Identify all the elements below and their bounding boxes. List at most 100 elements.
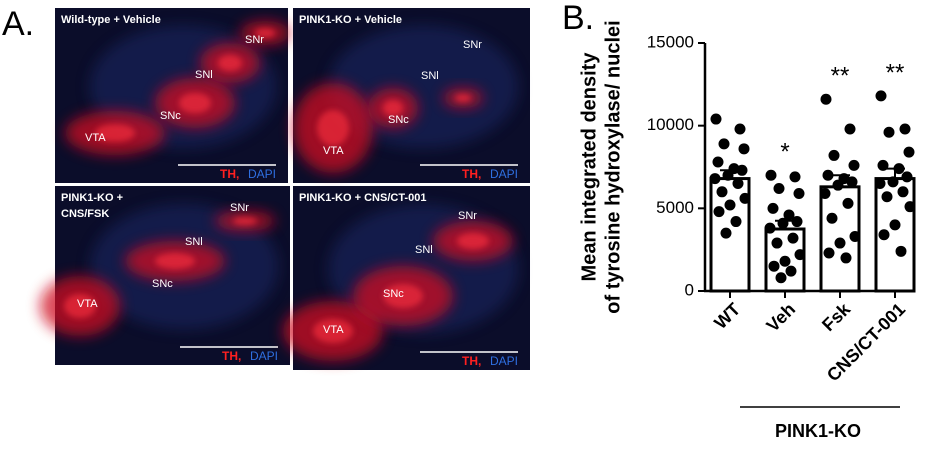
data-point bbox=[710, 113, 722, 125]
stain-label: DAPI bbox=[250, 349, 278, 363]
data-point bbox=[736, 164, 748, 176]
data-point bbox=[734, 123, 746, 135]
th-core bbox=[313, 319, 353, 343]
data-point bbox=[775, 272, 787, 284]
data-point bbox=[718, 138, 730, 150]
data-point bbox=[883, 126, 895, 138]
y-axis-label: Mean integrated density bbox=[578, 52, 600, 282]
data-point bbox=[823, 247, 835, 259]
region-label: SNc bbox=[152, 278, 173, 290]
data-point bbox=[881, 191, 893, 203]
stain-label: DAPI bbox=[248, 167, 276, 181]
data-point bbox=[846, 176, 858, 188]
data-point bbox=[889, 219, 901, 231]
stain-label: TH, bbox=[462, 354, 481, 368]
error-bar bbox=[885, 167, 905, 179]
th-core bbox=[218, 55, 242, 71]
data-point bbox=[842, 197, 854, 209]
significance: ** bbox=[831, 63, 850, 90]
data-point bbox=[887, 176, 899, 188]
data-point bbox=[783, 209, 795, 221]
data-point bbox=[732, 178, 744, 190]
data-point bbox=[849, 230, 861, 242]
data-point bbox=[875, 90, 887, 102]
region-label: VTA bbox=[323, 324, 344, 336]
image-title: CNS/FSK bbox=[61, 208, 109, 220]
data-point bbox=[724, 199, 736, 211]
region-label: VTA bbox=[85, 132, 106, 144]
stain-label: TH, bbox=[220, 167, 239, 181]
data-point bbox=[903, 146, 915, 158]
th-core bbox=[233, 217, 257, 225]
image-title: PINK1-KO + bbox=[61, 192, 123, 204]
micrograph: PINK1-KO + Vehicle SNr SNl SNc VTA TH, DAPI bbox=[293, 8, 530, 183]
data-point bbox=[822, 169, 834, 181]
panel-label: B. bbox=[562, 0, 594, 37]
data-point bbox=[773, 182, 785, 194]
data-point bbox=[785, 265, 797, 277]
data-point bbox=[904, 201, 916, 213]
th-core bbox=[383, 284, 423, 308]
region-label: SNl bbox=[195, 69, 213, 81]
th-core bbox=[383, 100, 403, 116]
th-core bbox=[457, 233, 489, 249]
data-point bbox=[730, 216, 742, 228]
stain-label: DAPI bbox=[490, 167, 518, 181]
data-point bbox=[820, 93, 832, 105]
region-label: SNc bbox=[160, 110, 181, 122]
data-point bbox=[771, 237, 783, 249]
data-point bbox=[779, 255, 791, 267]
data-point bbox=[848, 159, 860, 171]
data-point bbox=[819, 187, 831, 199]
data-point bbox=[901, 171, 913, 183]
data-point bbox=[793, 187, 805, 199]
region-label: SNc bbox=[383, 288, 404, 300]
region-label: SNr bbox=[245, 34, 264, 46]
data-point bbox=[765, 169, 777, 181]
data-point bbox=[713, 206, 725, 218]
data-point bbox=[832, 179, 844, 191]
image-title: PINK1-KO + CNS/CT-001 bbox=[299, 192, 426, 204]
stain-label: DAPI bbox=[490, 354, 518, 368]
region-label: SNc bbox=[388, 114, 409, 126]
data-point bbox=[709, 173, 721, 185]
data-point bbox=[794, 249, 806, 261]
data-point bbox=[834, 237, 846, 249]
th-core bbox=[64, 294, 96, 318]
data-point bbox=[840, 252, 852, 264]
region-label: SNl bbox=[415, 244, 433, 256]
data-point bbox=[874, 178, 886, 190]
data-point bbox=[844, 123, 856, 135]
data-point bbox=[789, 171, 801, 183]
th-core bbox=[317, 110, 349, 146]
error-bar bbox=[720, 169, 740, 179]
y-tick-label: 0 bbox=[685, 280, 694, 299]
x-tick-label: Fsk bbox=[818, 298, 855, 335]
error-bar bbox=[775, 219, 795, 229]
significance: ** bbox=[886, 59, 905, 86]
data-point bbox=[897, 186, 909, 198]
data-point bbox=[722, 169, 734, 181]
x-tick-label: WT bbox=[710, 299, 744, 333]
data-point bbox=[738, 143, 750, 155]
region-label: SNr bbox=[463, 39, 482, 51]
micrograph: PINK1-KO + CNS/FSK SNr SNl SNc VTA TH, DAPI bbox=[40, 186, 290, 365]
data-point bbox=[764, 222, 776, 234]
data-point bbox=[895, 245, 907, 257]
y-tick-label: 15000 bbox=[647, 32, 694, 51]
data-point bbox=[716, 186, 728, 198]
data-point bbox=[791, 216, 803, 228]
significance: * bbox=[780, 139, 789, 166]
data-point bbox=[739, 192, 751, 204]
th-core bbox=[95, 124, 135, 142]
group-label: PINK1-KO bbox=[775, 421, 861, 441]
region-label: VTA bbox=[323, 145, 344, 157]
image-title: PINK1-KO + Vehicle bbox=[299, 14, 402, 26]
th-core bbox=[255, 28, 275, 38]
region-label: SNr bbox=[230, 202, 249, 214]
region-label: SNl bbox=[185, 236, 203, 248]
data-point bbox=[720, 227, 732, 239]
data-point bbox=[777, 217, 789, 229]
stain-label: TH, bbox=[462, 167, 481, 181]
